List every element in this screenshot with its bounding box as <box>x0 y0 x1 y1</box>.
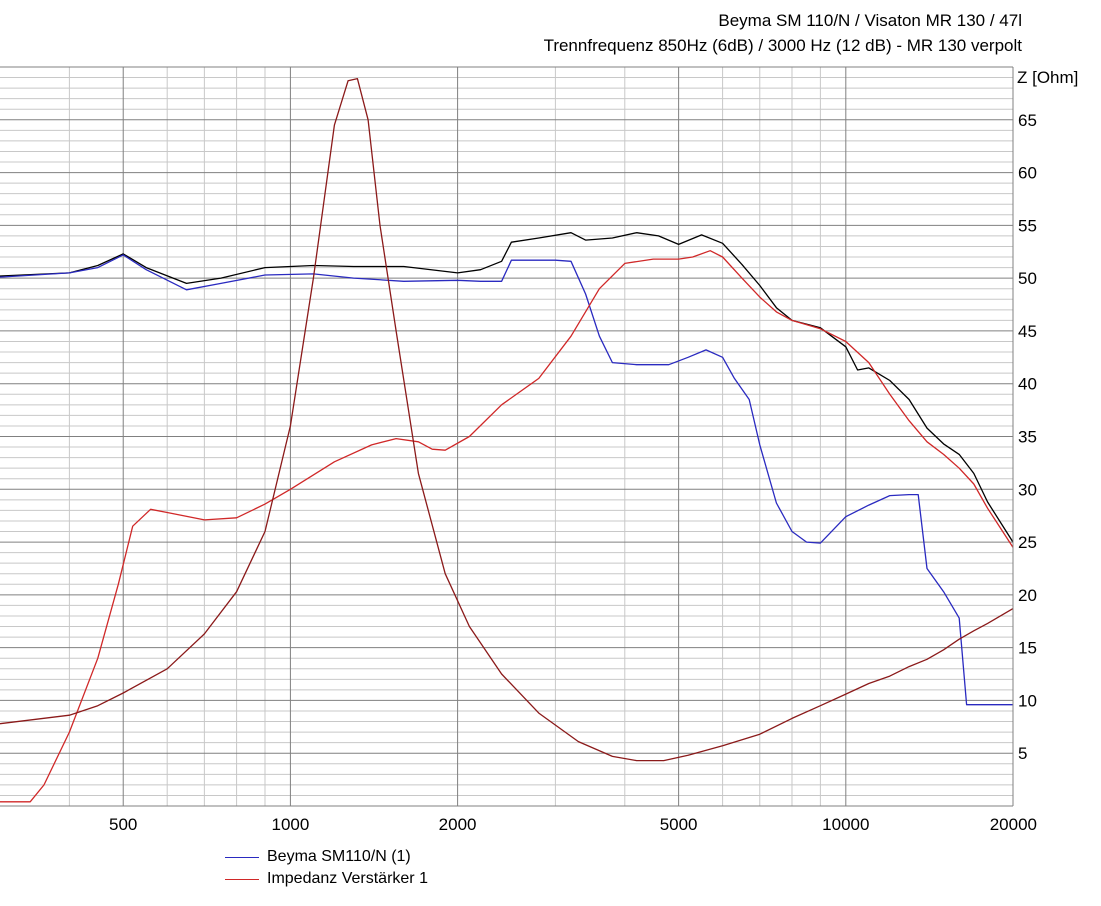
series-line-3 <box>0 250 1014 803</box>
tick-labels: 5 10 15 20 25 30 35 40 45 50 55 60 65 500 1000 2000 5000… <box>109 111 1037 834</box>
y-tick-label: 40 <box>1018 375 1037 394</box>
grid <box>0 66 1014 807</box>
y-tick-label: 35 <box>1018 428 1037 447</box>
chart-title: Beyma SM 110/N / Visaton MR 130 / 47l <box>718 11 1022 30</box>
y-tick-label: 65 <box>1018 111 1037 130</box>
x-tick-label: 1000 <box>271 815 309 834</box>
legend: Beyma SM110/N (1) Impedanz Verstärker 1 <box>225 846 428 890</box>
x-tick-label: 500 <box>109 815 137 834</box>
series-line-2 <box>0 254 1013 706</box>
x-tick-label: 5000 <box>660 815 698 834</box>
legend-swatch-beyma <box>225 857 259 858</box>
y-tick-label: 15 <box>1018 639 1037 658</box>
y-tick-label: 45 <box>1018 322 1037 341</box>
x-tick-label: 20000 <box>990 815 1037 834</box>
legend-label-impedanz: Impedanz Verstärker 1 <box>267 870 428 887</box>
y-tick-label: 25 <box>1018 533 1037 552</box>
y-tick-label: 55 <box>1018 216 1037 235</box>
series-line-1 <box>0 232 1014 543</box>
y-tick-label: 60 <box>1018 164 1037 183</box>
y-axis-label: Z [Ohm] <box>1017 68 1078 87</box>
y-tick-label: 30 <box>1018 480 1037 499</box>
chart-subtitle: Trennfrequenz 850Hz (6dB) / 3000 Hz (12 … <box>543 36 1022 55</box>
legend-item-beyma: Beyma SM110/N (1) <box>225 846 428 868</box>
y-tick-label: 10 <box>1018 691 1037 710</box>
legend-item-impedanz: Impedanz Verstärker 1 <box>225 868 428 890</box>
legend-swatch-impedanz <box>225 879 259 880</box>
series-line-4 <box>0 77 1014 762</box>
legend-label-beyma: Beyma SM110/N (1) <box>267 848 411 865</box>
y-tick-label: 5 <box>1018 744 1027 763</box>
x-tick-label: 2000 <box>439 815 477 834</box>
y-tick-label: 50 <box>1018 269 1037 288</box>
y-tick-label: 20 <box>1018 586 1037 605</box>
series-lines <box>0 77 1014 803</box>
x-tick-label: 10000 <box>822 815 869 834</box>
